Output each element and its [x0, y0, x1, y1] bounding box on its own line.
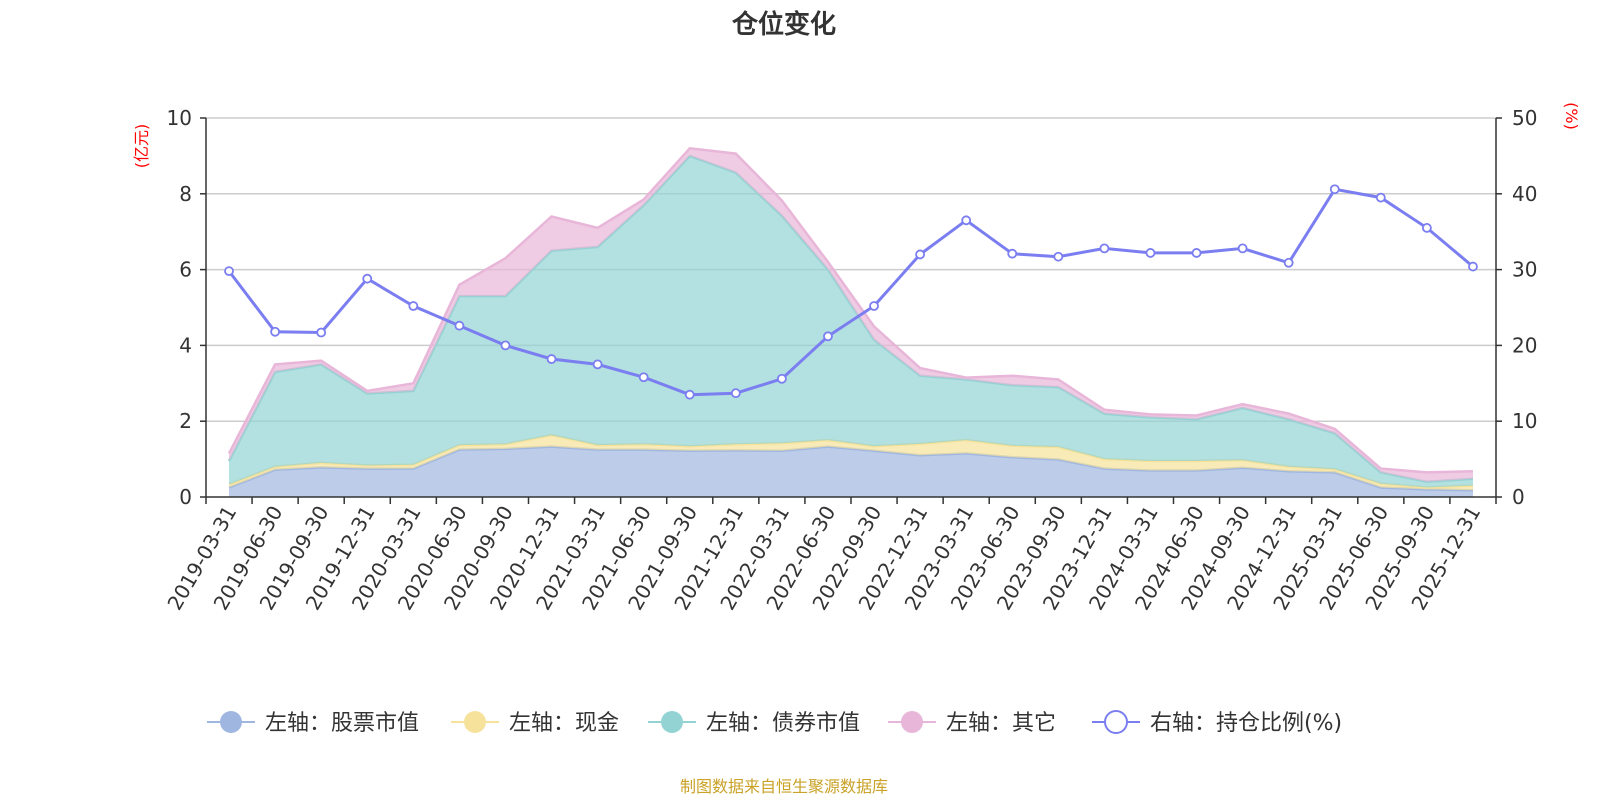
ratio-line: [224, 184, 1478, 400]
area-左轴：股票市值: [229, 446, 1473, 497]
legend-label: 左轴：债券市值: [706, 711, 860, 736]
ratio-point: [638, 372, 649, 383]
ratio-point: [316, 327, 327, 338]
ratio-point: [915, 249, 926, 260]
ratio-point: [776, 373, 787, 384]
ratio-point: [1191, 248, 1202, 258]
ratio-point: [1237, 243, 1248, 254]
right-tick-label: 40: [1512, 182, 1537, 206]
legend-marker: [901, 711, 923, 733]
ratio-point: [408, 301, 419, 311]
ratio-point: [454, 320, 465, 331]
legend-label: 右轴：持仓比例(%): [1150, 711, 1342, 736]
ratio-point: [1375, 192, 1386, 203]
left-tick-label: 0: [179, 485, 192, 509]
right-tick-label: 0: [1512, 485, 1525, 509]
ratio-point: [1468, 261, 1478, 272]
legend-marker: [464, 711, 486, 733]
left-axis-unit: (亿元): [132, 124, 151, 169]
ratio-point: [1053, 251, 1064, 262]
ratio-point: [1329, 184, 1340, 195]
legend-marker: [661, 711, 683, 733]
left-tick-label: 10: [167, 106, 192, 130]
right-tick-label: 30: [1512, 258, 1537, 282]
ratio-point: [730, 388, 741, 399]
legend-label: 左轴：其它: [946, 711, 1056, 736]
legend-label: 左轴：现金: [509, 711, 619, 736]
ratio-point: [684, 389, 695, 400]
ratio-point: [224, 266, 234, 277]
left-tick-label: 8: [179, 182, 192, 206]
right-tick-label: 50: [1512, 106, 1537, 130]
ratio-point: [961, 215, 972, 226]
chart-title: 仓位变化: [731, 9, 836, 40]
ratio-line-path: [227, 187, 1474, 397]
ratio-point: [546, 354, 557, 364]
ratio-point: [500, 340, 511, 351]
ratio-point: [1099, 243, 1110, 254]
source-note: 制图数据来自恒生聚源数据库: [680, 777, 888, 796]
right-axis-unit: (%): [1562, 102, 1581, 130]
right-tick-label: 10: [1512, 409, 1537, 433]
legend-marker: [1104, 710, 1128, 734]
ratio-point: [1421, 223, 1432, 233]
ratio-point: [270, 326, 281, 337]
ratio-point: [1145, 248, 1156, 258]
ratio-point: [592, 359, 603, 370]
legend: 左轴：股票市值 左轴：现金 左轴：债券市值 左轴：其它 右轴：持仓比例(%): [207, 710, 1342, 736]
left-tick-label: 6: [179, 258, 192, 282]
area-edge-左轴：其它: [227, 146, 1474, 474]
ratio-point: [823, 331, 833, 342]
legend-label: 左轴：股票市值: [265, 711, 419, 736]
ratio-point: [362, 273, 373, 284]
legend-marker: [220, 711, 242, 733]
ratio-point: [869, 301, 879, 311]
area-左轴：现金: [229, 435, 1473, 491]
left-tick-label: 2: [179, 409, 192, 433]
ratio-point: [1283, 257, 1294, 268]
area-左轴：其它: [229, 148, 1473, 482]
ratio-point: [1007, 248, 1018, 259]
left-tick-label: 4: [179, 333, 192, 357]
right-tick-label: 20: [1512, 333, 1537, 357]
